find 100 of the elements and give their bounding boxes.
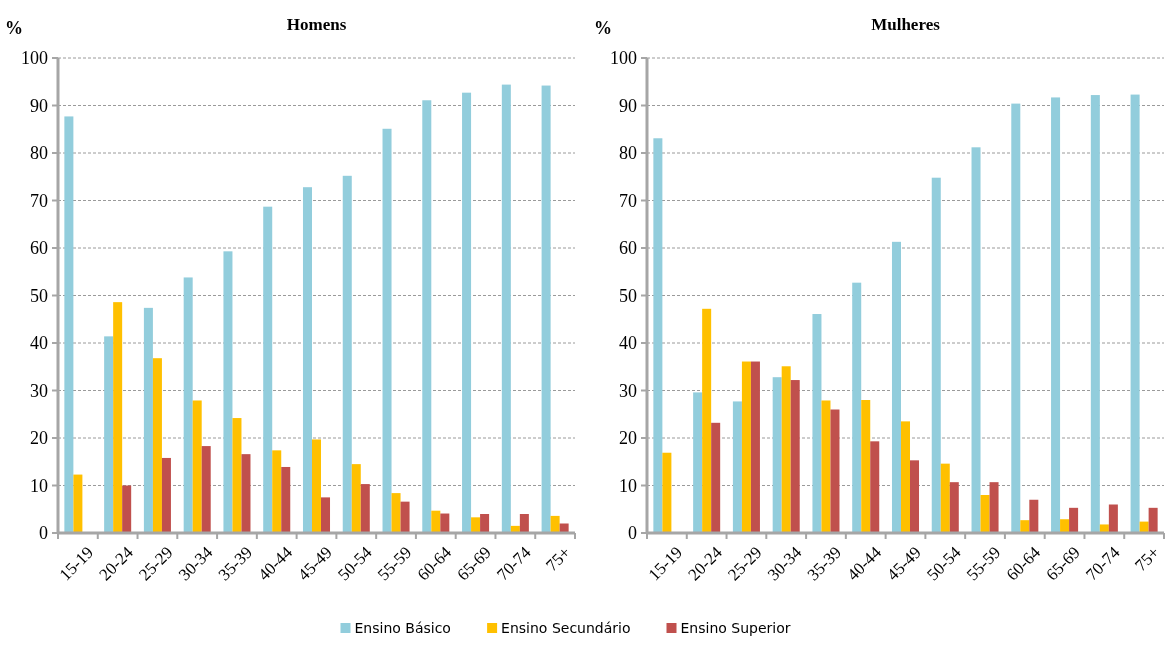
y-tick-label: 100 <box>21 48 48 69</box>
bar <box>1099 524 1109 533</box>
bar <box>400 501 410 533</box>
y-tick-label: 30 <box>619 380 637 401</box>
bar <box>781 366 791 533</box>
bar <box>501 84 511 533</box>
bar <box>152 358 162 533</box>
bar <box>311 439 322 533</box>
bar <box>192 400 202 533</box>
legend-label: Ensino Básico <box>354 620 451 636</box>
bar <box>550 515 560 533</box>
bar <box>1108 504 1118 533</box>
y-tick-label: 80 <box>30 143 48 164</box>
y-tick-label: 50 <box>30 285 48 306</box>
y-tick-label: 30 <box>30 380 48 401</box>
bar <box>519 514 529 533</box>
bar <box>1011 103 1021 533</box>
bar <box>161 457 171 533</box>
bar <box>971 147 981 533</box>
bar <box>183 277 193 533</box>
bar <box>462 92 472 533</box>
y-tick-label: 70 <box>619 190 637 211</box>
bar <box>263 206 273 533</box>
bar <box>702 308 712 533</box>
bar <box>931 177 941 533</box>
y-tick-label: 10 <box>619 475 637 496</box>
chart-title: Mulheres <box>871 15 941 34</box>
bar <box>471 517 481 533</box>
bar <box>480 514 490 533</box>
legend-label: Ensino Superior <box>680 620 791 636</box>
y-axis-title: % <box>5 18 23 38</box>
bar <box>1069 507 1079 533</box>
bar <box>64 116 74 533</box>
bar <box>852 282 862 533</box>
y-tick-label: 20 <box>30 428 48 449</box>
bar <box>1020 520 1030 533</box>
y-tick-label: 70 <box>30 190 48 211</box>
x-tick-label: 75+ <box>1131 542 1164 576</box>
bar <box>1148 507 1158 533</box>
bar <box>104 336 114 533</box>
bar <box>351 464 361 533</box>
bar <box>422 100 432 533</box>
bar <box>241 454 251 533</box>
bar <box>1090 95 1100 533</box>
y-tick-label: 60 <box>619 238 637 259</box>
bar <box>750 361 760 533</box>
bar <box>272 450 282 533</box>
y-tick-label: 90 <box>30 95 48 116</box>
bar <box>940 463 950 533</box>
bar <box>891 241 901 533</box>
bar <box>1051 97 1061 533</box>
bar <box>1029 499 1039 533</box>
bar <box>790 380 800 533</box>
bar <box>861 400 871 533</box>
y-tick-label: 100 <box>610 48 637 69</box>
y-tick-label: 90 <box>619 95 637 116</box>
y-tick-label: 40 <box>619 333 637 354</box>
y-axis-title: % <box>594 18 612 38</box>
bar <box>302 187 312 533</box>
bar <box>900 421 911 533</box>
y-tick-label: 60 <box>30 238 48 259</box>
bar <box>382 128 392 533</box>
bar <box>693 392 703 533</box>
bar <box>870 441 880 533</box>
bar <box>1060 519 1070 533</box>
y-tick-label: 20 <box>619 428 637 449</box>
bar <box>201 446 211 533</box>
bar <box>541 85 551 533</box>
bar <box>989 482 999 533</box>
y-tick-label: 40 <box>30 333 48 354</box>
bar <box>143 307 153 533</box>
y-tick-label: 10 <box>30 475 48 496</box>
bar <box>281 466 291 533</box>
bar <box>772 377 782 533</box>
bar <box>741 361 751 533</box>
y-tick-label: 0 <box>628 523 637 544</box>
bar <box>732 401 742 533</box>
bar <box>1130 94 1140 533</box>
bar <box>73 474 83 533</box>
bar <box>440 513 450 533</box>
bar <box>812 314 822 533</box>
y-tick-label: 0 <box>39 523 48 544</box>
bar <box>711 422 721 533</box>
bar <box>342 175 352 533</box>
bar <box>360 484 370 533</box>
bar <box>830 409 840 533</box>
bar <box>232 418 242 533</box>
bar <box>910 460 920 533</box>
y-tick-label: 50 <box>619 285 637 306</box>
legend-label: Ensino Secundário <box>501 620 631 636</box>
bar <box>223 251 233 533</box>
y-tick-label: 80 <box>619 143 637 164</box>
bar <box>113 302 123 533</box>
chart-title: Homens <box>286 15 347 34</box>
bar <box>431 510 441 533</box>
bar <box>980 495 990 533</box>
bar <box>949 482 959 533</box>
x-tick-label: 75+ <box>542 542 575 576</box>
bar <box>391 493 401 533</box>
bar <box>653 138 663 533</box>
